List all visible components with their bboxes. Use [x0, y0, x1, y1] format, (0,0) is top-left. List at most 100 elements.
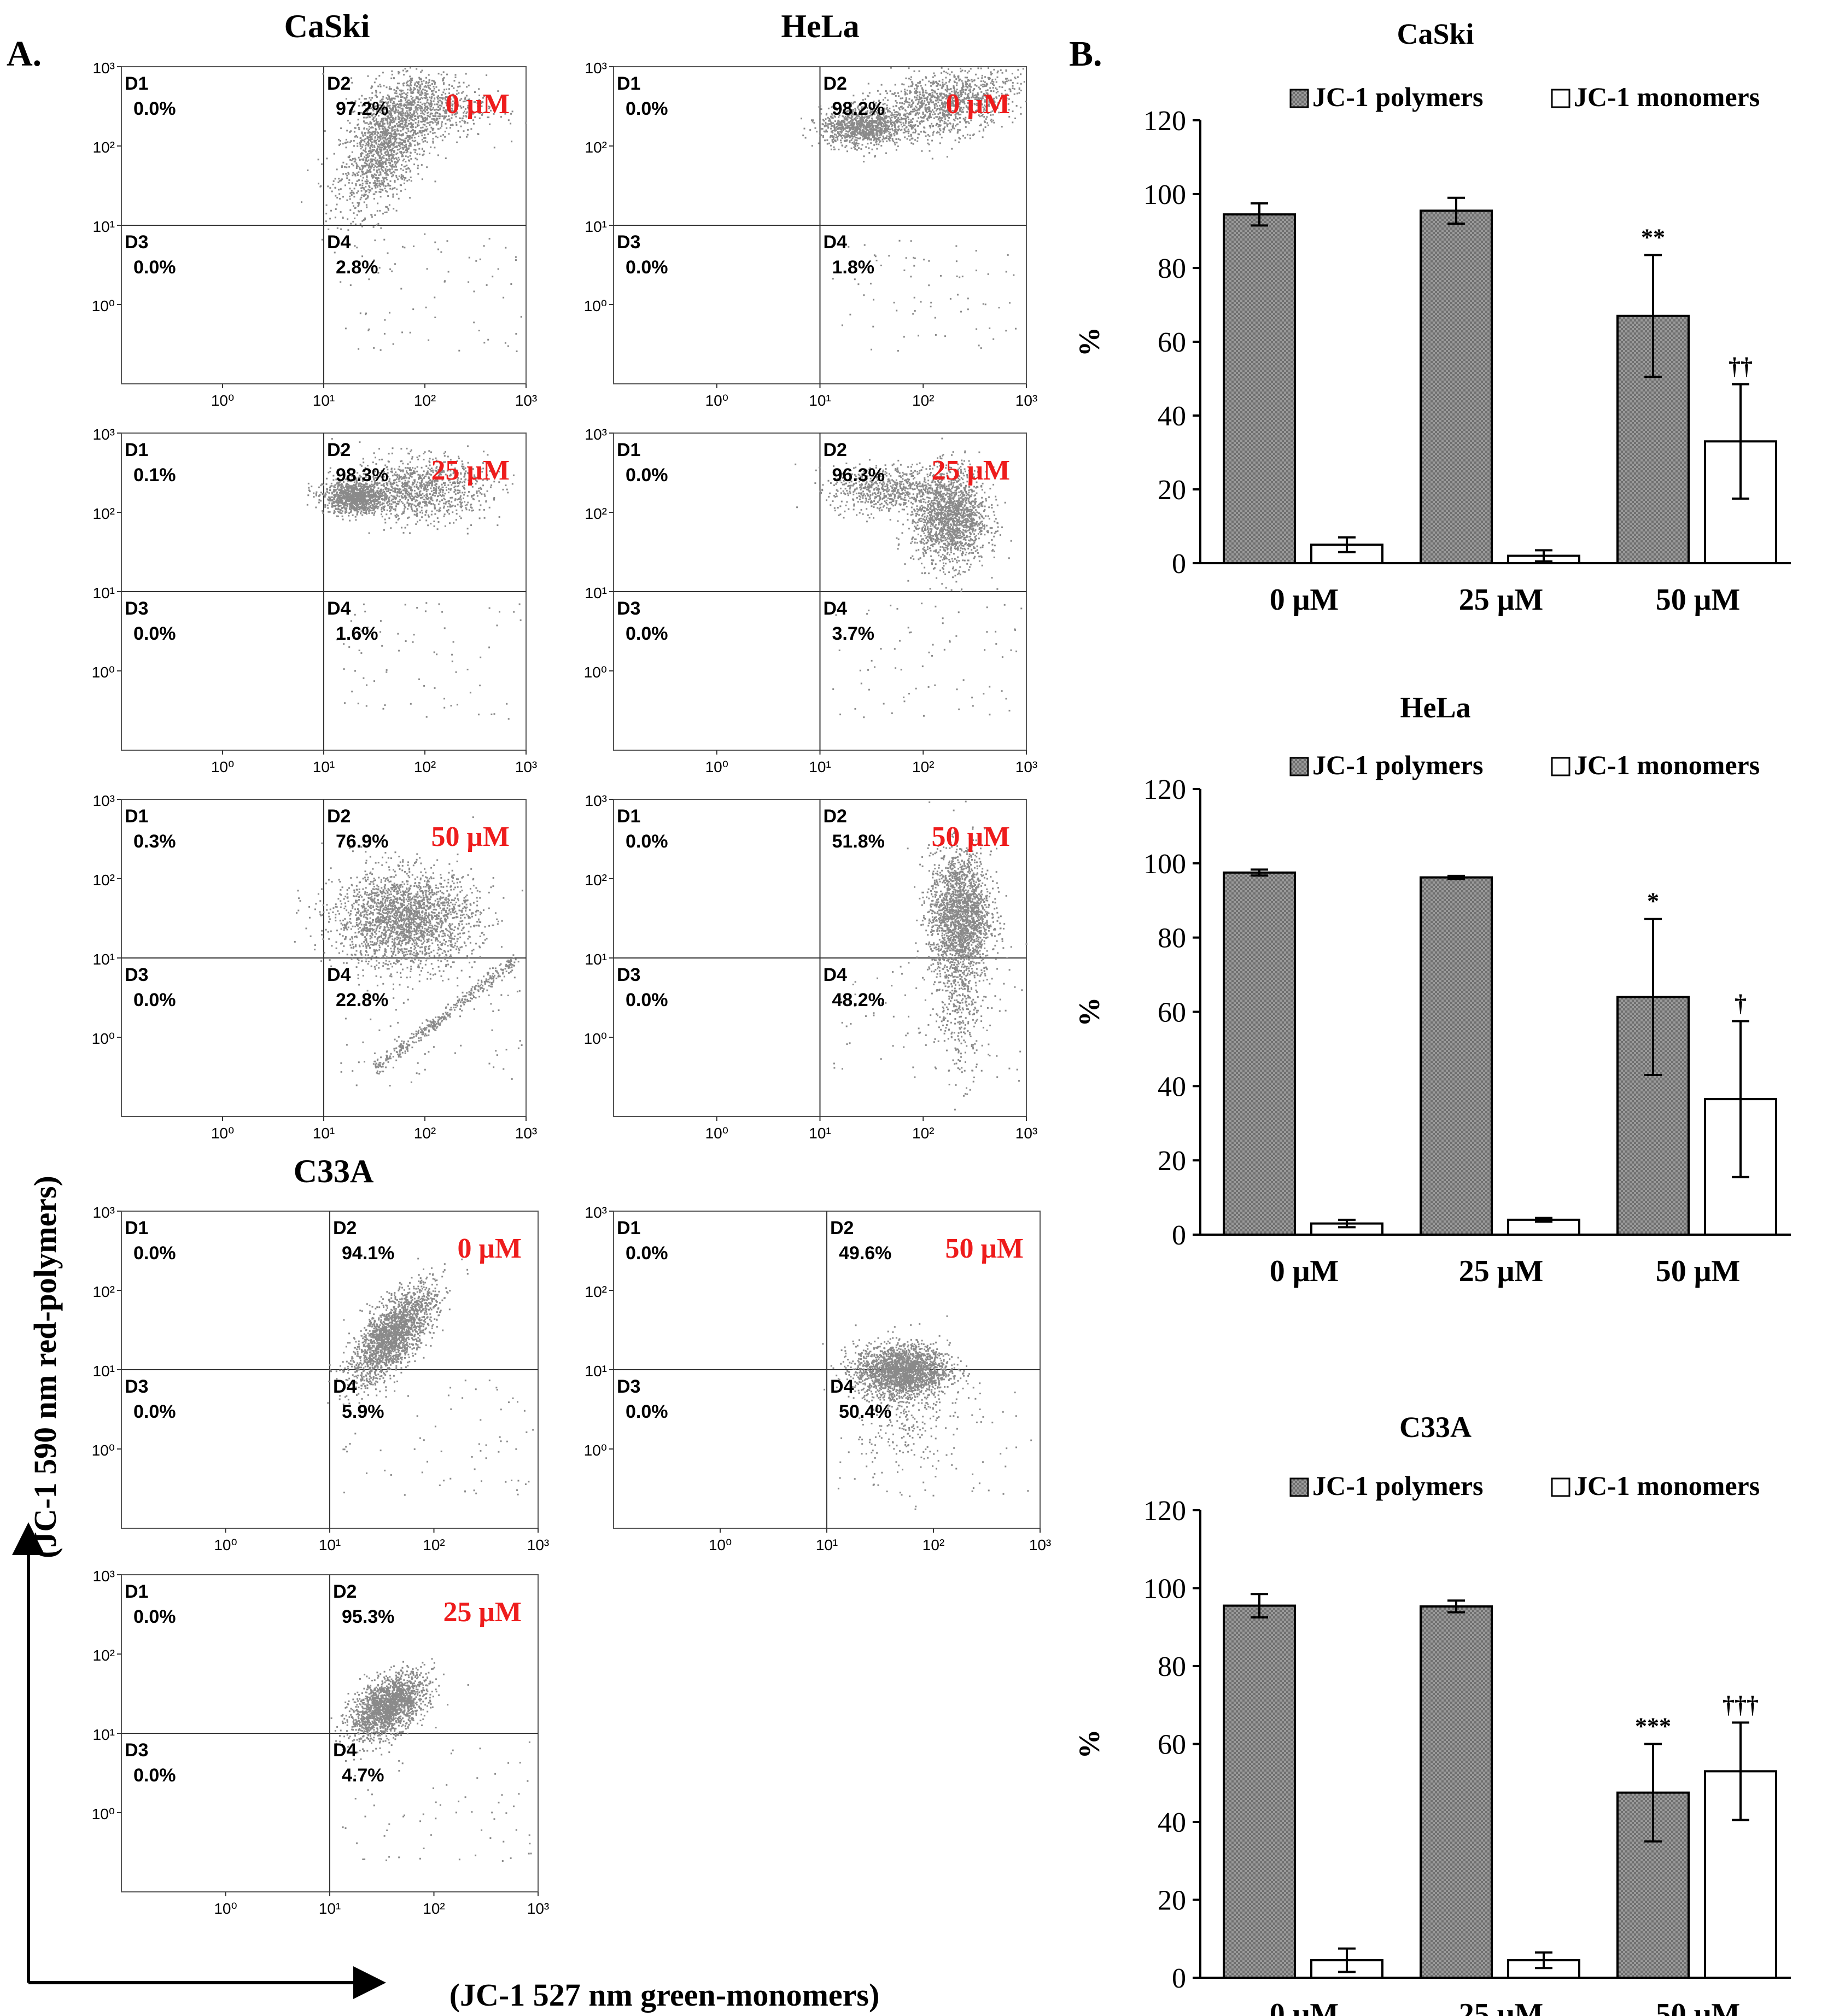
quadrant-label: D2 — [830, 1218, 854, 1238]
flow-plot-hela-25: 10⁰ 10¹ 10² 10³ 10³ 10² 10¹ 10⁰ D1 0.0% D2 96.3% D3 0… — [584, 426, 1038, 775]
quadrant-label: D3 — [617, 232, 640, 253]
x-tick-label: 10⁰ — [705, 392, 728, 409]
bar-polymers — [1223, 213, 1296, 564]
quadrant-percentage: 22.8% — [336, 990, 388, 1010]
flow-event-dots — [301, 67, 527, 352]
x-tick-label: 10² — [912, 1125, 934, 1142]
significance-marker: ††† — [1723, 1691, 1759, 1718]
quadrant-label: D1 — [125, 73, 148, 94]
y-tick-label: 10³ — [93, 1568, 115, 1585]
y-tick-label: 120 — [1143, 106, 1186, 137]
c33a-title: C33A — [294, 1153, 374, 1189]
x-tick-label: 0 μM — [1270, 1254, 1339, 1288]
flow-event-dots — [801, 67, 1027, 352]
x-tick-label: 25 μM — [1459, 1254, 1544, 1288]
flow-plot-caski-50: 10⁰ 10¹ 10² 10³ 10³ 10² 10¹ 10⁰ D1 0.3% D2 76.9% D3 0… — [92, 792, 538, 1142]
quadrant-percentage: 0.0% — [133, 98, 176, 119]
quadrant-percentage: 48.2% — [832, 990, 885, 1010]
y-tick-label: 10⁰ — [584, 297, 607, 314]
flow-event-dots — [795, 437, 1023, 718]
y-tick-label: 10⁰ — [92, 1805, 115, 1822]
x-tick-label: 10¹ — [809, 758, 831, 775]
flow-plot-c33a-0: 10⁰ 10¹ 10² 10³ 10³ 10² 10¹ 10⁰ D1 0.0% D2 94.1% D3 0… — [92, 1204, 550, 1553]
x-tick-label: 10² — [912, 392, 934, 409]
treatment-dose-label: 50 μM — [431, 821, 510, 852]
y-tick-label: 100 — [1143, 849, 1186, 880]
y-tick-label: 0 — [1172, 548, 1186, 580]
y-tick-label: 120 — [1143, 1495, 1186, 1527]
quadrant-label: D2 — [327, 440, 351, 460]
flow-event-dots — [330, 1658, 532, 1862]
quadrant-label: D4 — [327, 232, 351, 253]
y-tick-label: 10⁰ — [584, 664, 607, 681]
quadrant-percentage: 0.0% — [626, 623, 668, 644]
bar-chart-c33a: C33A 0 20 40 60 80 100 120% JC-1 polymers JC-1 mo… — [1073, 1411, 1791, 2016]
flow-plot-hela-50: 10⁰ 10¹ 10² 10³ 10³ 10² 10¹ 10⁰ D1 0.0% D2 51.8% D3 0… — [584, 792, 1038, 1142]
quadrant-label: D2 — [333, 1581, 357, 1602]
quadrant-label: D2 — [327, 73, 351, 94]
flow-plot-hela-0: 10⁰ 10¹ 10² 10³ 10³ 10² 10¹ 10⁰ D1 0.0% D2 98.2% D3 0… — [584, 60, 1038, 409]
y-axis-title: % — [1073, 1729, 1106, 1759]
x-tick-label: 10³ — [1029, 1536, 1051, 1553]
quadrant-label: D4 — [824, 965, 848, 985]
quadrant-label: D4 — [830, 1376, 854, 1397]
flow-event-dots — [306, 438, 522, 720]
x-tick-label: 10⁰ — [211, 758, 234, 775]
x-tick-label: 10⁰ — [705, 758, 728, 775]
chart-title: CaSki — [1397, 17, 1474, 50]
quadrant-percentage: 0.0% — [626, 98, 668, 119]
y-tick-label: 10¹ — [585, 1363, 607, 1380]
legend-label-monomers: JC-1 monomers — [1574, 81, 1760, 112]
quadrant-label: D4 — [327, 598, 351, 619]
x-tick-label: 10² — [414, 1125, 436, 1142]
bar-polymers — [1223, 1604, 1296, 1979]
quadrant-percentage: 97.2% — [336, 98, 388, 119]
quadrant-label: D1 — [125, 1218, 148, 1238]
y-tick-label: 20 — [1158, 1885, 1186, 1916]
quadrant-label: D2 — [824, 73, 847, 94]
x-tick-label: 10² — [922, 1536, 944, 1553]
quadrant-percentage: 1.6% — [336, 623, 378, 644]
quadrant-percentage: 51.8% — [832, 831, 885, 852]
quadrant-label: D1 — [617, 1218, 640, 1238]
quadrant-percentage: 0.1% — [133, 465, 176, 486]
quadrant-percentage: 98.3% — [336, 465, 388, 486]
treatment-dose-label: 0 μM — [457, 1233, 522, 1264]
x-tick-label: 10³ — [1015, 758, 1037, 775]
y-tick-label: 10³ — [585, 426, 607, 443]
flow-plot-c33a-50: 10⁰ 10¹ 10² 10³ 10³ 10² 10¹ 10⁰ D1 0.0% D2 49.6% D3 0… — [584, 1204, 1052, 1553]
quadrant-label: D4 — [824, 232, 848, 253]
significance-marker: † — [1735, 990, 1747, 1016]
quadrant-label: D4 — [333, 1740, 357, 1761]
quadrant-label: D4 — [824, 598, 848, 619]
quadrant-percentage: 98.2% — [832, 98, 885, 119]
x-tick-label: 10⁰ — [709, 1536, 732, 1553]
y-tick-label: 80 — [1158, 1651, 1186, 1682]
chart-title: HeLa — [1400, 691, 1471, 724]
bar-charts: CaSki 0 20 40 60 80 100 120% JC-1 polymers JC-1 m… — [1073, 17, 1791, 2016]
x-tick-label: 10¹ — [313, 392, 335, 409]
y-tick-label: 100 — [1143, 1574, 1186, 1605]
y-tick-label: 10¹ — [585, 218, 607, 235]
quadrant-percentage: 0.0% — [626, 1243, 668, 1264]
x-tick-label: 10² — [912, 758, 934, 775]
y-tick-label: 10¹ — [93, 951, 115, 968]
legend-swatch-monomers — [1551, 1477, 1570, 1497]
y-tick-label: 10¹ — [93, 1726, 115, 1743]
x-tick-label: 10⁰ — [214, 1900, 237, 1917]
legend-swatch-polymers — [1289, 757, 1309, 776]
quadrant-label: D4 — [327, 965, 351, 985]
quadrant-percentage: 0.0% — [133, 1765, 176, 1786]
bar-polymers — [1223, 871, 1296, 1236]
x-tick-label: 10² — [423, 1536, 445, 1553]
x-tick-label: 10³ — [515, 392, 537, 409]
flow-plot-caski-25: 10⁰ 10¹ 10² 10³ 10³ 10² 10¹ 10⁰ D1 0.1% D2 98.3% D3 0… — [92, 426, 538, 775]
y-tick-label: 10³ — [93, 426, 115, 443]
x-tick-label: 10² — [414, 392, 436, 409]
x-tick-label: 10¹ — [809, 1125, 831, 1142]
column-title-caski: CaSki — [284, 8, 370, 44]
y-axis-label: (JC-1 590 nm red-polymers) — [27, 1176, 63, 1558]
panel-a-label: A. — [7, 34, 42, 74]
quadrant-percentage: 0.0% — [133, 1401, 176, 1422]
quadrant-percentage: 2.8% — [336, 257, 378, 278]
